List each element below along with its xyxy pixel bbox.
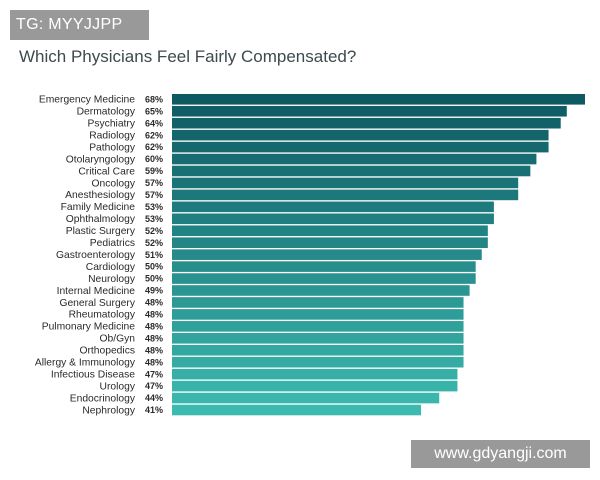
value-label: 68% [145,94,163,104]
value-label: 57% [145,190,163,200]
category-label: Oncology [91,178,135,189]
category-label: Urology [100,381,136,392]
category-label: Dermatology [77,107,136,118]
bar-22 [172,356,464,368]
category-label: Allergy & Immunology [35,358,136,369]
bar-13 [172,249,482,260]
bar-12 [172,237,488,248]
category-label: General Surgery [59,298,135,309]
category-label: Neurology [88,274,136,285]
value-label: 60% [145,154,163,164]
value-label: 48% [145,298,163,308]
bar-21 [172,344,464,356]
bar-6 [172,165,531,177]
value-label: 48% [145,321,163,331]
bar-8 [172,189,519,201]
value-label: 64% [145,118,163,128]
bar-9 [172,201,494,213]
category-label: Endocrinology [70,393,136,404]
category-label: Pulmonary Medicine [42,322,136,333]
bar-11 [172,225,488,237]
watermark-bottom-right: www.gdyangji.com [411,440,590,468]
value-label: 51% [145,250,163,260]
watermark-top-left: TG: MYYJJPP [10,10,149,40]
value-label: 44% [145,393,163,403]
bar-2 [172,117,561,129]
bar-23 [172,368,458,380]
value-label: 62% [145,142,163,152]
category-label: Rheumatology [69,310,136,321]
bar-17 [172,297,464,308]
value-label: 57% [145,178,163,188]
bar-4 [172,141,549,153]
value-label: 53% [145,214,163,224]
bar-1 [172,105,567,117]
category-label: Cardiology [86,262,136,273]
chart-title: Which Physicians Feel Fairly Compensated… [19,47,357,66]
bar-19 [172,321,464,332]
category-label: Gastroenterology [56,250,136,261]
value-label: 50% [145,262,163,272]
category-label: Family Medicine [61,202,136,213]
bar-20 [172,333,464,344]
value-label: 48% [145,333,163,343]
category-label: Infectious Disease [51,369,135,380]
value-label: 53% [145,202,163,212]
value-label: 48% [145,345,163,355]
bar-5 [172,153,537,165]
bar-16 [172,285,470,296]
category-label: Ob/Gyn [100,334,136,345]
bar-14 [172,261,476,272]
bar-18 [172,309,464,320]
bar-7 [172,177,519,189]
bar-10 [172,213,494,225]
value-label: 49% [145,286,163,296]
bar-26 [172,404,422,416]
category-label: Plastic Surgery [66,226,136,237]
value-label: 59% [145,166,163,176]
value-label: 52% [145,226,163,236]
category-label: Otolaryngology [66,154,136,165]
value-label: 47% [145,369,163,379]
value-label: 62% [145,130,163,140]
value-label: 52% [145,238,163,248]
category-label: Psychiatry [88,119,136,130]
bar-0 [172,94,585,105]
category-label: Critical Care [78,166,135,177]
value-label: 50% [145,274,163,284]
category-label: Orthopedics [79,346,135,357]
bar-25 [172,392,440,404]
category-label: Pathology [89,142,136,153]
value-label: 41% [145,405,163,415]
category-label: Pediatrics [90,238,135,249]
value-label: 48% [145,357,163,367]
value-label: 65% [145,106,163,116]
value-label: 48% [145,310,163,320]
bar-15 [172,273,476,284]
category-label: Anesthesiology [65,190,136,201]
category-label: Radiology [89,130,136,141]
bar-24 [172,380,458,392]
value-label: 47% [145,381,163,391]
bar-3 [172,129,549,141]
category-label: Internal Medicine [57,286,136,297]
category-label: Emergency Medicine [39,95,135,106]
category-label: Nephrology [82,405,136,416]
category-label: Ophthalmology [66,214,136,225]
